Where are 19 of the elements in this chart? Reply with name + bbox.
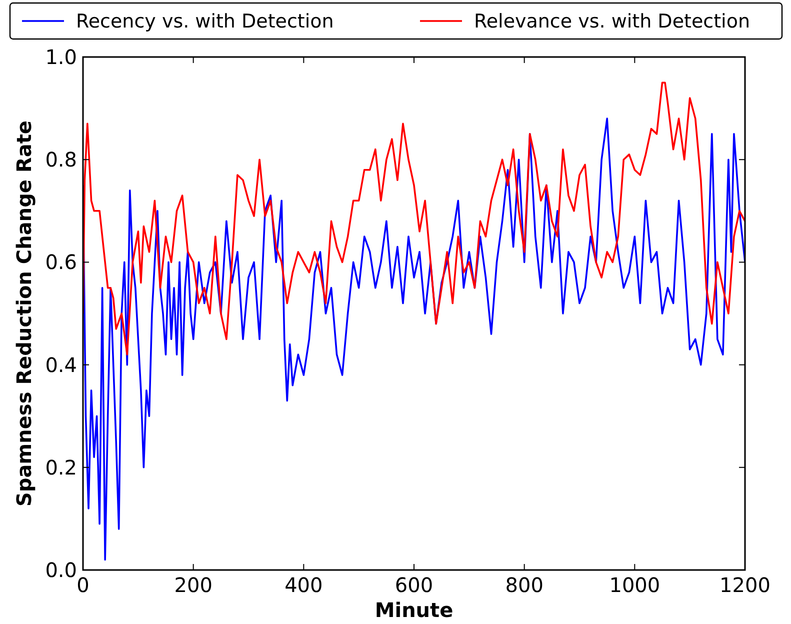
- x-tick-label: 1200: [720, 573, 770, 597]
- x-tick-label: 200: [174, 573, 212, 597]
- y-tick-label: 0.0: [45, 558, 77, 582]
- y-tick-label: 0.4: [45, 352, 77, 377]
- x-tick-label: 600: [394, 573, 434, 597]
- line-series: [83, 82, 745, 356]
- legend-label: Recency vs. with Detection: [76, 10, 334, 33]
- x-tick-label: 0: [76, 573, 90, 597]
- y-tick-label: 0.8: [45, 148, 77, 172]
- y-axis-title: Spamness Reduction Change Rate: [12, 120, 36, 506]
- legend-label: Relevance vs. with Detection: [474, 10, 750, 33]
- line-series: [83, 118, 745, 561]
- x-tick-label: 800: [505, 573, 544, 597]
- x-tick-label: 400: [284, 573, 323, 597]
- x-axis-title: Minute: [374, 598, 454, 622]
- y-tick-label: 1.0: [45, 45, 77, 69]
- y-tick-label: 0.2: [45, 455, 77, 480]
- x-tick-label: 1000: [609, 573, 660, 597]
- y-tick-label: 0.6: [45, 250, 77, 274]
